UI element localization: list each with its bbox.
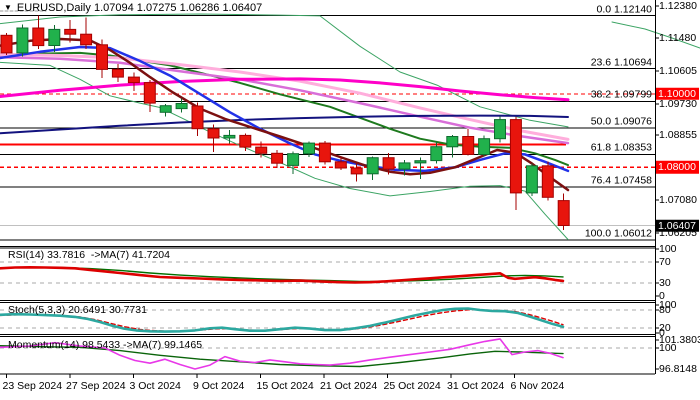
candle-down	[191, 105, 204, 130]
ohlc-open: 1.07094	[93, 2, 134, 14]
ma-pink-line	[0, 52, 570, 141]
candle-down	[334, 161, 347, 169]
candle-up	[175, 103, 188, 110]
momentum-line	[0, 338, 564, 370]
candle-down	[541, 165, 554, 198]
fib-level-label: 23.6 1.10694	[590, 56, 652, 68]
date-axis-label: 25 Oct 2024	[383, 380, 441, 392]
candle-down	[239, 134, 252, 148]
rsi-axis-label: 0	[659, 289, 665, 302]
candle-down	[509, 119, 522, 194]
candle-down	[111, 68, 124, 78]
price-axis-label: 1.12380	[659, 0, 697, 12]
candle-up	[414, 160, 427, 164]
candle-up	[478, 138, 491, 155]
price-axis-label: 1.07080	[659, 193, 697, 206]
candle-up	[430, 146, 443, 162]
chart-header: ▼ EURUSD,Daily 1.07094 1.07275 1.06286 1.…	[4, 2, 262, 14]
candle-down	[80, 33, 93, 46]
date-axis-label: 31 Oct 2024	[447, 380, 505, 392]
date-axis-label: 3 Oct 2024	[129, 380, 181, 392]
fib-level-label: 0.0 1.12140	[596, 3, 652, 15]
candle-down	[350, 167, 363, 175]
candle-down	[64, 28, 77, 35]
price-axis-badge-red: 1.10000	[656, 87, 699, 100]
price-axis-badge-black: 1.06407	[656, 219, 699, 232]
ohlc-low: 1.06286	[179, 2, 220, 14]
momentum-axis-label: 100	[659, 341, 677, 354]
fib-level-label: 50.0 1.09076	[590, 115, 652, 127]
candle-down	[0, 34, 13, 54]
candle-down	[557, 200, 570, 227]
candle-up	[398, 162, 411, 170]
date-axis-label: 27 Sep 2024	[66, 380, 126, 392]
date-axis-label: 6 Nov 2024	[510, 380, 565, 392]
candle-up	[446, 136, 459, 148]
candle-down	[255, 146, 268, 154]
candle-down	[127, 76, 140, 84]
symbol-period-label: EURUSD,Daily	[16, 2, 91, 14]
fib-level-label: 100.0 1.06012	[584, 227, 652, 240]
price-axis-badge-red: 1.08000	[656, 160, 699, 174]
candle-down	[271, 152, 284, 164]
candle-up	[494, 119, 506, 140]
rsi-indicator-label: RSI(14) 33.7816 ->MA(7) 41.7204	[8, 249, 170, 261]
candle-down	[32, 27, 45, 47]
ma-blue-line	[0, 45, 570, 173]
candle-up	[525, 165, 538, 194]
price-axis-label: 1.06205	[659, 226, 697, 239]
candle-down	[462, 136, 475, 155]
date-axis-label: 9 Oct 2024	[193, 380, 245, 392]
candle-down	[207, 128, 220, 139]
candle-up	[223, 134, 236, 139]
price-axis-label: 1.09730	[659, 97, 697, 110]
rsi-axis-label: 100	[659, 242, 677, 255]
candle-down	[96, 44, 108, 70]
stoch-axis-label: 0	[659, 326, 665, 339]
stoch-axis-label: 100	[659, 298, 677, 311]
dropdown-arrow-icon[interactable]: ▼	[4, 3, 12, 12]
candle-up	[159, 105, 172, 113]
date-axis-label: 21 Oct 2024	[320, 380, 378, 392]
candle-up	[16, 27, 29, 54]
ohlc-high: 1.07275	[136, 2, 177, 14]
rsi-axis-label: 70	[659, 255, 671, 268]
ohlc-close: 1.06407	[222, 2, 263, 14]
candle-up	[48, 28, 61, 46]
ma-navy-line	[0, 114, 569, 135]
rsi-line	[0, 265, 565, 284]
stoch-indicator-label: Stoch(5,3,3) 20.6491 30.7731	[8, 304, 147, 316]
date-axis-label: 15 Oct 2024	[256, 380, 314, 392]
candle-down	[143, 82, 156, 104]
candle-down	[382, 157, 395, 170]
ma-magenta-line	[0, 77, 570, 102]
price-axis-label: 1.10605	[659, 64, 697, 77]
date-axis-label: 23 Sep 2024	[2, 380, 63, 392]
bollinger-upper-line	[0, 13, 569, 128]
stoch-axis-label: 80	[659, 303, 671, 316]
stoch-k-line	[0, 307, 565, 333]
momentum-axis-label: 96.8148	[659, 362, 697, 375]
fib-level-label: 38.2 1.09799	[590, 88, 652, 101]
stoch-axis-label: 20	[659, 321, 671, 334]
candle-down	[318, 142, 331, 163]
candle-up	[287, 153, 300, 166]
band-continuation-curve	[611, 21, 700, 49]
momentum-axis-label: 101.3803	[659, 333, 700, 346]
fib-level-label: 61.8 1.08353	[590, 141, 652, 154]
price-axis-label: 1.08855	[659, 128, 697, 141]
momentum-indicator-label: Momentum(14) 98.5433 ->MA(7) 99.1465	[8, 339, 203, 351]
candle-up	[366, 157, 379, 175]
candle-up	[303, 142, 315, 155]
price-axis-label: 1.11480	[659, 31, 697, 44]
ma-violet-line	[0, 56, 570, 145]
fib-level-label: 76.4 1.07458	[590, 174, 652, 186]
rsi-axis-label: 30	[659, 276, 671, 289]
